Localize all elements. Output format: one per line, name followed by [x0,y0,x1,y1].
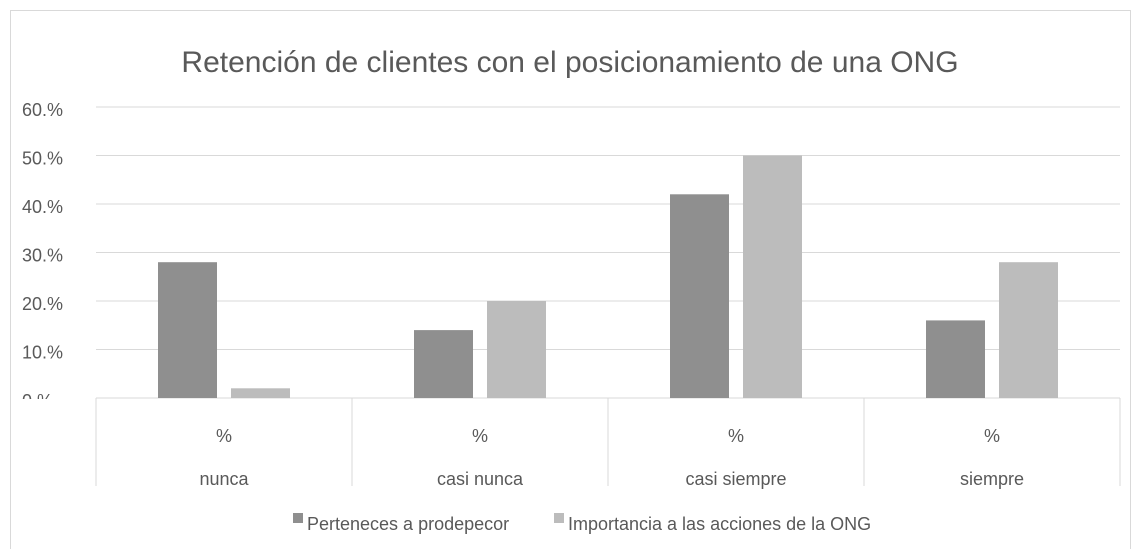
x-subcategory-label: % [472,426,488,446]
legend-label: Perteneces a prodepecor [307,514,509,534]
y-tick-label: 0.% [22,391,53,411]
y-tick-label: 30.% [22,245,63,265]
legend-swatch [554,513,564,523]
y-tick-label: 20.% [22,294,63,314]
x-subcategory-label: % [728,426,744,446]
bar [743,155,802,398]
x-subcategory-label: % [984,426,1000,446]
bar [414,330,473,398]
bar [670,194,729,398]
y-tick-label: 50.% [22,148,63,168]
x-tick-label: casi siempre [685,469,786,489]
bar [926,320,985,398]
chart-title: Retención de clientes con el posicionami… [181,46,958,79]
y-tick-labels: 0.% 10.% 20.% 30.% 40.% 50.% 60.% [22,100,63,411]
x-tick-label: siempre [960,469,1024,489]
legend-swatch [293,513,303,523]
x-tick-label: casi nunca [437,469,524,489]
y-tick-label: 60.% [22,100,63,120]
x-subcategory-label: % [216,426,232,446]
bar [999,262,1058,398]
y-tick-label: 10.% [22,342,63,362]
bar [231,388,290,398]
legend-label: Importancia a las acciones de la ONG [568,514,871,534]
bar [158,262,217,398]
y-tick-label: 40.% [22,197,63,217]
bar [487,301,546,398]
x-tick-label: nunca [199,469,249,489]
